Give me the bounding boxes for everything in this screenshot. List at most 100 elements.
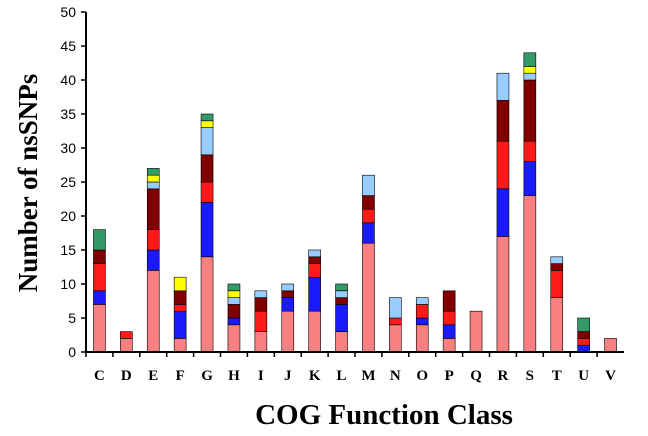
y-tick-label: 5 — [68, 310, 76, 326]
x-tick-label: F — [176, 368, 185, 384]
bar-segment-P-1 — [442, 338, 456, 353]
bar-segment-H-2 — [227, 317, 241, 326]
bar-segment-E-4 — [146, 188, 160, 230]
x-tick-label: Q — [470, 368, 482, 384]
x-tick-label: C — [94, 368, 105, 384]
bar-segment-Q-1 — [469, 310, 483, 353]
x-tick-label: I — [258, 368, 264, 384]
bar-segment-G-6 — [200, 120, 214, 128]
bar-segment-G-3 — [200, 181, 214, 203]
bar-segment-H-7 — [227, 283, 241, 292]
y-tick-label: 25 — [60, 174, 76, 190]
bar-segment-U-2 — [577, 344, 590, 353]
bar-segment-S-5 — [523, 72, 537, 81]
bar-segment-G-2 — [200, 202, 214, 258]
bar-segment-C-7 — [93, 229, 106, 251]
bar-segment-M-3 — [362, 208, 375, 224]
bar-segment-M-1 — [362, 242, 375, 353]
bar-segment-F-4 — [173, 290, 187, 305]
y-tick-label: 35 — [60, 106, 76, 122]
bar-segment-R-5 — [496, 72, 510, 101]
y-tick-label: 10 — [60, 276, 76, 292]
bar-segment-I-1 — [254, 331, 268, 353]
bar-segment-K-2 — [308, 276, 321, 312]
y-tick-label: 50 — [60, 4, 76, 20]
x-tick-label: G — [201, 368, 213, 384]
bar-segment-H-1 — [227, 324, 241, 353]
bar-segment-J-1 — [281, 310, 295, 353]
y-tick-label: 30 — [60, 140, 76, 156]
bar-segment-M-5 — [362, 174, 375, 196]
x-tick-label: E — [148, 368, 158, 384]
x-tick-label: H — [228, 368, 240, 384]
bar-segment-C-3 — [93, 263, 106, 292]
bar-segment-S-4 — [523, 79, 537, 142]
bar-segment-F-2 — [173, 310, 187, 339]
bar-segment-P-2 — [442, 324, 456, 339]
bar-segment-G-1 — [200, 256, 214, 353]
x-tick-label: J — [284, 368, 292, 384]
bar-segment-I-3 — [254, 310, 268, 332]
bar-segment-L-2 — [335, 304, 348, 332]
bar-segment-P-4 — [442, 290, 456, 312]
bar-segment-O-3 — [415, 304, 429, 319]
y-tick-label: 15 — [60, 242, 76, 258]
bar-segment-R-1 — [496, 236, 510, 353]
bar-segment-C-1 — [93, 304, 106, 353]
bar-segment-E-3 — [146, 229, 160, 251]
x-tick-label: N — [390, 368, 401, 384]
bars — [93, 52, 617, 353]
bar-segment-U-3 — [577, 338, 590, 346]
bar-segment-L-7 — [335, 283, 348, 292]
bar-segment-R-3 — [496, 140, 510, 190]
x-tick-label: M — [361, 368, 375, 384]
bar-segment-F-1 — [173, 338, 187, 353]
bar-segment-S-1 — [523, 195, 537, 353]
bar-segment-N-3 — [389, 317, 402, 326]
bar-segment-F-3 — [173, 304, 187, 312]
y-tick-label: 45 — [60, 38, 76, 54]
bar-segment-C-2 — [93, 290, 106, 305]
bar-segment-J-4 — [281, 290, 295, 298]
bar-segment-L-1 — [335, 331, 348, 353]
x-tick-label: P — [445, 368, 454, 384]
x-tick-label: R — [498, 368, 509, 384]
bar-segment-H-4 — [227, 304, 241, 319]
bar-segment-E-6 — [146, 174, 160, 183]
bar-segment-M-2 — [362, 222, 375, 244]
x-tick-label: O — [416, 368, 428, 384]
bar-segment-S-3 — [523, 140, 537, 162]
y-axis-title: Number of nsSNPs — [13, 74, 43, 293]
x-tick-label: V — [605, 368, 616, 384]
bar-segment-E-5 — [146, 181, 160, 190]
x-tick-label: S — [526, 368, 534, 384]
x-tick-label: U — [578, 368, 589, 384]
bar-segment-R-2 — [496, 188, 510, 237]
bar-segment-T-1 — [550, 297, 564, 353]
bar-segment-F-6 — [173, 276, 187, 292]
bar-segment-D-3 — [120, 331, 133, 339]
bar-segment-L-5 — [335, 290, 348, 298]
bar-segment-S-7 — [523, 52, 537, 67]
bar-segment-J-2 — [281, 297, 295, 312]
bar-segment-K-5 — [308, 249, 321, 258]
bar-segment-T-4 — [550, 263, 564, 271]
x-tick-label: L — [337, 368, 347, 384]
x-tick-label: D — [121, 368, 132, 384]
bar-segment-K-3 — [308, 263, 321, 278]
bar-segment-N-5 — [389, 297, 402, 319]
bar-segment-I-5 — [254, 290, 268, 298]
y-tick-label: 0 — [68, 344, 76, 360]
x-tick-label: T — [552, 368, 562, 384]
bar-segment-E-2 — [146, 249, 160, 271]
bar-segment-P-3 — [442, 310, 456, 326]
bar-segment-T-3 — [550, 270, 564, 298]
bar-segment-O-5 — [415, 297, 429, 305]
bar-segment-O-1 — [415, 324, 429, 353]
bar-segment-G-7 — [200, 113, 214, 122]
bar-segment-S-2 — [523, 161, 537, 196]
bar-segment-T-5 — [550, 256, 564, 264]
bar-segment-U-4 — [577, 331, 590, 339]
